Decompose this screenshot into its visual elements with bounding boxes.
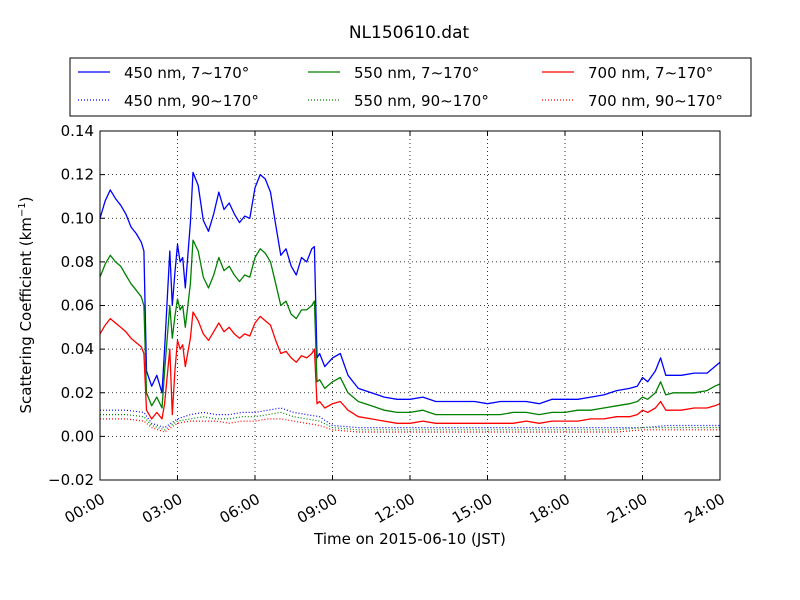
series-line-450nm-solid (99, 171, 721, 405)
x-tick-label: 24:00 (682, 490, 728, 527)
legend-label: 450 nm, 90∼170° (124, 92, 259, 110)
series-line-700nm-dotted (100, 418, 720, 433)
y-tick-label: 0.10 (61, 209, 94, 227)
y-axis-label-unit-exponent: −1 (17, 202, 28, 217)
x-tick-label: 12:00 (372, 490, 418, 527)
y-tick-label: 0.04 (61, 340, 94, 358)
legend-label: 700 nm, 7∼170° (588, 64, 713, 82)
x-tick-label: 06:00 (217, 490, 263, 527)
x-axis-label: Time on 2015-06-10 (JST) (313, 530, 506, 548)
legend-frame (69, 57, 752, 117)
legend-label: 450 nm, 7∼170° (124, 64, 249, 82)
y-axis-label-main: Scattering Coefficient (km (17, 217, 35, 413)
x-tick-label: 03:00 (139, 490, 185, 527)
x-tick-label: 21:00 (604, 490, 650, 527)
series-layer (99, 171, 721, 433)
y-tick-label: 0.02 (61, 384, 94, 402)
y-axis-label-close: ) (17, 196, 35, 202)
legend-label: 550 nm, 7∼170° (354, 64, 479, 82)
series-line-550nm-solid (99, 239, 721, 416)
x-tick-label: 00:00 (62, 490, 108, 527)
series-line-700nm-solid (99, 311, 721, 424)
y-tick-label: 0.00 (61, 427, 94, 445)
y-tick-label: 0.08 (61, 253, 94, 271)
y-tick-label: 0.12 (61, 166, 94, 184)
y-tick-label: 0.14 (61, 122, 94, 140)
legend: 450 nm, 7∼170° 550 nm, 7∼170° 700 nm, 7∼17… (69, 57, 752, 117)
x-tick-label: 09:00 (294, 490, 340, 527)
chart-title: NL150610.dat (349, 23, 470, 43)
y-tick-label: −0.02 (48, 471, 94, 489)
legend-label: 550 nm, 90∼170° (354, 92, 489, 110)
legend-label: 700 nm, 90∼170° (588, 92, 723, 110)
x-tick-label: 18:00 (527, 490, 573, 527)
y-tick-label: 0.06 (61, 297, 94, 315)
series-line-450nm-dotted (100, 407, 720, 429)
grid (100, 131, 720, 480)
x-tick-label: 15:00 (449, 490, 495, 527)
y-axis-label: Scattering Coefficient (km−1) (17, 196, 35, 413)
